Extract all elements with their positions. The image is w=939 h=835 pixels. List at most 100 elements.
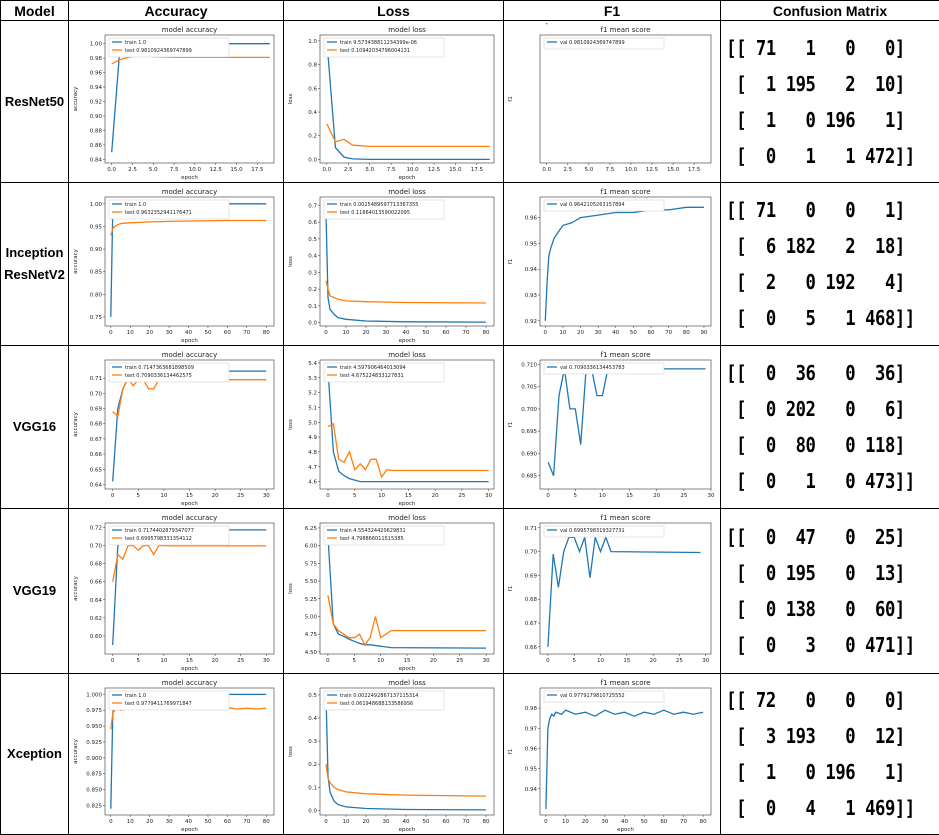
series-line-1 (111, 707, 266, 729)
model-name: ResNet50 (1, 21, 69, 183)
x-axis-label: epoch (181, 175, 198, 181)
header-model: Model (1, 1, 69, 21)
x-axis-label: epoch (399, 338, 416, 344)
series-line-0 (546, 710, 703, 809)
x-axis-label: epoch (399, 666, 416, 672)
y-axis-label: f1 (508, 258, 514, 263)
x-axis-label: epoch (399, 827, 416, 833)
series-line-1 (113, 545, 267, 581)
x-tick-label: 30 (166, 330, 173, 336)
y-tick-label: 0.70 (525, 549, 538, 555)
x-tick-label: 5 (574, 493, 578, 499)
x-tick-label: 70 (680, 819, 687, 825)
series-line-0 (112, 43, 270, 152)
y-tick-label: 1.00 (90, 41, 103, 47)
x-tick-label: 10 (562, 819, 569, 825)
x-tick-label: 30 (263, 658, 270, 664)
series-line-1 (326, 764, 486, 796)
x-tick-label: 10 (127, 819, 134, 825)
confusion-matrix-row: [ 0 80 0 118] (726, 427, 908, 463)
x-tick-label: 30 (702, 658, 709, 664)
y-tick-label: 0.2 (308, 287, 317, 293)
x-tick-label: 60 (443, 330, 450, 336)
x-tick-label: 30 (383, 330, 390, 336)
x-tick-label: 15.0 (667, 167, 680, 173)
x-tick-label: 40 (612, 330, 619, 336)
legend-entry: train 4.597906464013094 (340, 365, 406, 371)
y-tick-label: 0.70 (90, 391, 103, 397)
y-axis-label: f1 (508, 421, 514, 426)
y-axis-label: accuracy (73, 248, 79, 274)
x-tick-label: 30 (708, 493, 715, 499)
x-tick-label: 80 (263, 819, 270, 825)
x-tick-label: 12.5 (210, 167, 223, 173)
series-line-0 (328, 370, 489, 481)
series-line-0 (547, 23, 707, 24)
confusion-matrix-row: [ 0 1 1 472]] (726, 138, 908, 174)
confusion-matrix-row: [[ 71 1 0 0] (726, 30, 908, 66)
x-tick-label: 5.0 (365, 167, 374, 173)
y-tick-label: 5.4 (308, 360, 317, 366)
y-tick-label: 0.8 (308, 62, 317, 68)
y-tick-label: 0.4 (308, 110, 317, 116)
x-tick-label: 0 (324, 819, 328, 825)
legend-entry: train 1.0 (125, 693, 146, 699)
y-tick-label: 0.98 (90, 56, 103, 62)
y-tick-label: 0.850 (86, 787, 102, 793)
y-tick-label: 0.72 (90, 525, 102, 531)
x-tick-label: 2.5 (563, 167, 572, 173)
legend-entry: test 0.9779411769971847 (125, 701, 192, 707)
x-tick-label: 0 (326, 493, 330, 499)
legend: val 0.9810924369747899 (544, 38, 664, 49)
x-tick-label: 60 (660, 819, 667, 825)
y-tick-label: 0.80 (90, 292, 103, 298)
y-tick-label: 5.1 (308, 405, 317, 411)
y-tick-label: 0.5 (308, 236, 317, 242)
x-tick-label: 20 (653, 493, 660, 499)
x-tick-label: 5.0 (149, 167, 158, 173)
model-name-line: Inception (1, 242, 68, 264)
x-tick-label: 60 (224, 330, 231, 336)
legend-entry: val 0.9810924369747899 (560, 40, 625, 46)
legend-entry: test 0.6995798331354112 (125, 536, 192, 542)
plot-frame (540, 688, 711, 815)
confusion-matrix-cell: [[ 0 36 0 36] [ 0 202 0 6] [ 0 80 0 118]… (721, 346, 939, 509)
y-tick-label: 0.975 (86, 708, 102, 714)
confusion-matrix: [[ 71 1 0 0] [ 1 195 2 10] [ 1 0 196 1] … (721, 30, 908, 174)
x-tick-label: 80 (483, 819, 490, 825)
y-tick-label: 5.2 (308, 390, 317, 396)
x-tick-label: 50 (204, 819, 211, 825)
legend-entry: train 0.0022492867137115314 (340, 693, 418, 699)
x-tick-label: 40 (403, 330, 410, 336)
header-loss: Loss (284, 1, 504, 21)
chart-title: f1 mean score (600, 679, 650, 687)
x-tick-label: 30 (601, 819, 608, 825)
y-tick-label: 0.96 (525, 746, 538, 752)
chart-title: model loss (388, 351, 426, 359)
confusion-matrix-row: [ 0 3 0 471]] (726, 627, 908, 663)
x-tick-label: 0.0 (542, 167, 551, 173)
series-line-0 (113, 371, 267, 481)
y-tick-label: 0.67 (90, 436, 103, 442)
x-tick-label: 25 (456, 658, 463, 664)
y-tick-label: 0.0 (308, 157, 317, 163)
legend-entry: train 9.573438811234399e-06 (340, 40, 417, 46)
y-tick-label: 0.925 (86, 739, 102, 745)
series-line-1 (111, 220, 266, 235)
header-row: Model Accuracy Loss F1 Confusion Matrix (1, 1, 939, 21)
y-tick-label: 0.685 (521, 473, 537, 479)
series-line-1 (113, 378, 267, 416)
y-tick-label: 0.705 (521, 384, 537, 390)
legend-entry: test 0.9810924369747899 (125, 48, 192, 54)
x-tick-label: 80 (483, 330, 490, 336)
x-tick-label: 30 (595, 330, 602, 336)
y-tick-label: 5.25 (305, 596, 318, 602)
confusion-matrix-row: [ 6 182 2 18] (726, 228, 908, 264)
